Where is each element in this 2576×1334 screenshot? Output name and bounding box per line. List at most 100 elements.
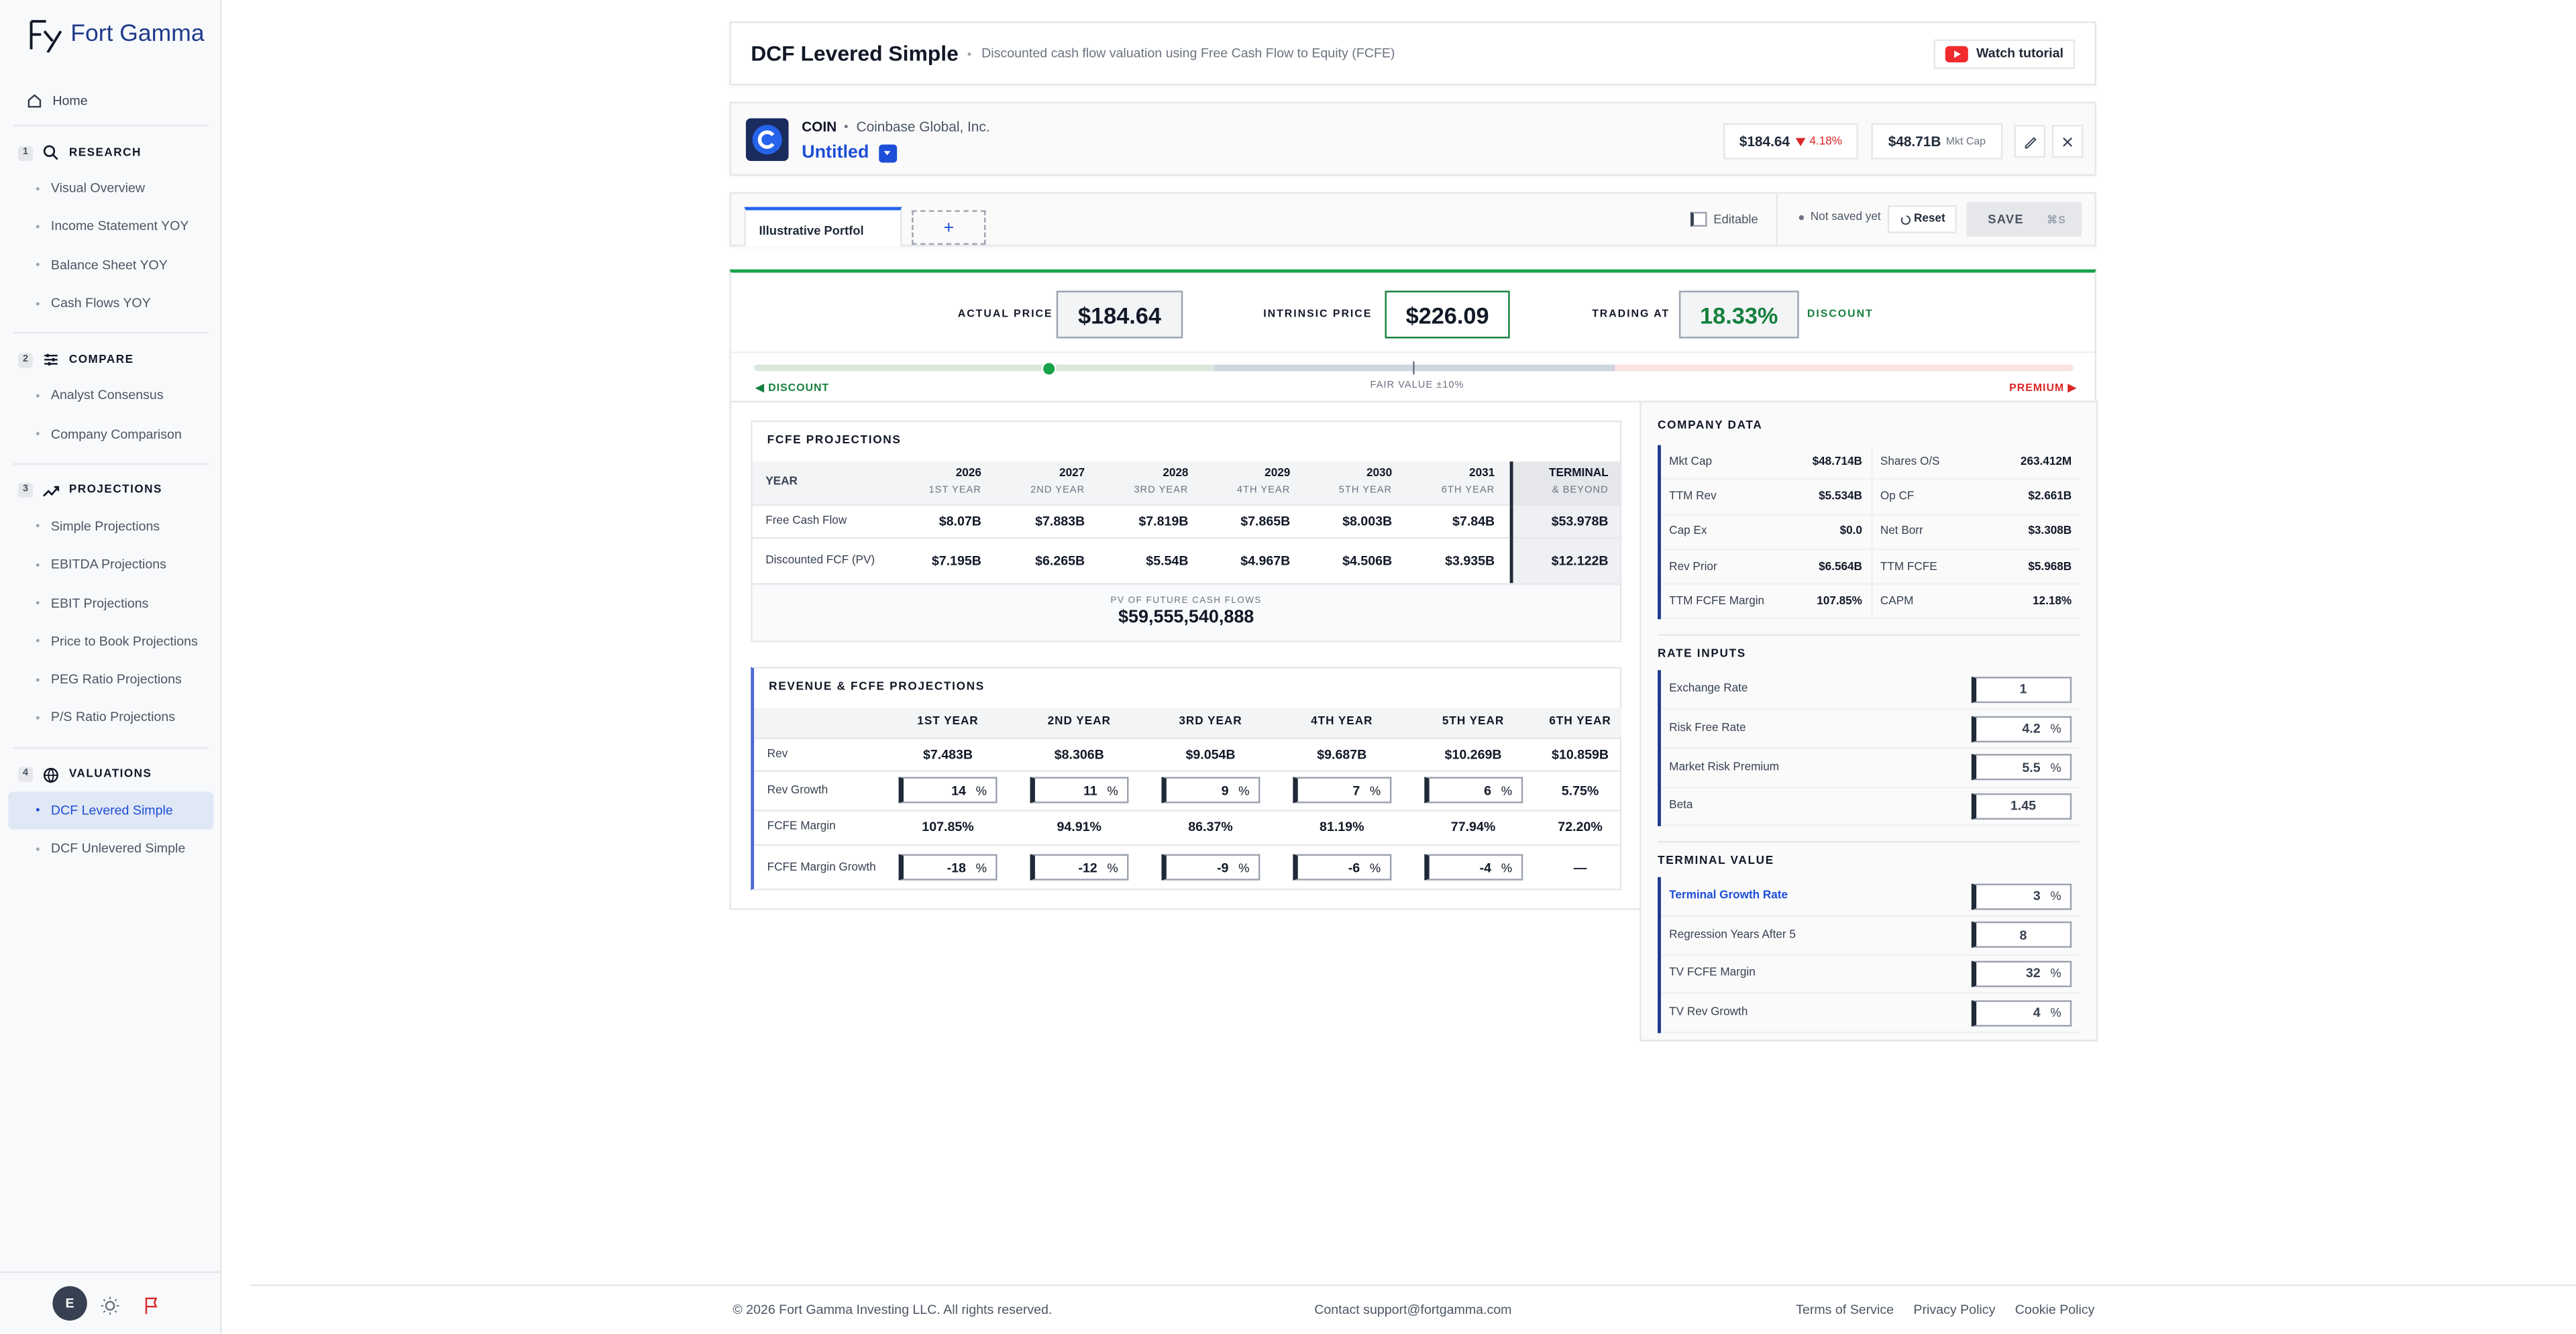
flag-button[interactable] xyxy=(142,1294,161,1324)
section-number: 3 xyxy=(17,483,33,498)
nav-label: DCF Levered Simple xyxy=(50,802,173,818)
nav-item[interactable]: Income Statement YOY xyxy=(8,207,213,245)
portfolio-tab[interactable]: Illustrative Portfol xyxy=(744,207,902,247)
data-value: $5.534B xyxy=(1819,491,1862,503)
price-box: $184.64 4.18% xyxy=(1723,123,1858,160)
nav-item[interactable]: P/S Ratio Projections xyxy=(8,698,213,736)
model-dropdown[interactable] xyxy=(879,144,898,162)
input-row: TV FCFE Margin 32% xyxy=(1660,955,2080,995)
number-input[interactable]: 5.5% xyxy=(1971,754,2072,781)
save-button[interactable]: SAVE ⌘S xyxy=(1966,202,2082,237)
add-tab[interactable]: + xyxy=(912,210,986,245)
nav-item[interactable]: Simple Projections xyxy=(8,507,213,545)
footer-link[interactable]: Cookie Policy xyxy=(2015,1302,2095,1318)
section-number: 1 xyxy=(17,145,33,160)
fcfe-table: YEAR 2026 1ST YEAR 2027 2ND YEAR 2028 3RD YEAR… xyxy=(752,461,1620,583)
tutorial-button[interactable]: Watch tutorial xyxy=(1933,38,2076,68)
number-input[interactable]: -6% xyxy=(1292,854,1391,881)
input-unit: % xyxy=(2050,760,2061,775)
row-label: Discounted FCF (PV) xyxy=(752,536,896,583)
year: 2026 xyxy=(955,467,981,480)
number-input[interactable]: 4.2% xyxy=(1971,715,2072,742)
number-input[interactable]: -12% xyxy=(1030,854,1129,881)
number-input[interactable]: 7% xyxy=(1292,777,1391,803)
input-row: TV Rev Growth 4% xyxy=(1660,994,2080,1034)
number-input[interactable]: 32% xyxy=(1971,960,2072,987)
model-select[interactable]: Untitled xyxy=(802,143,898,162)
nav-home[interactable]: Home xyxy=(8,85,213,115)
section-header: 3 PROJECTIONS xyxy=(0,474,222,507)
input-unit: % xyxy=(2050,966,2061,982)
nav-item[interactable]: EBITDA Projections xyxy=(8,545,213,583)
number-input[interactable]: 1.45 xyxy=(1971,793,2072,820)
edit-button[interactable] xyxy=(2014,125,2046,158)
icon xyxy=(43,767,59,783)
year-header: 2030 5TH YEAR xyxy=(1305,461,1407,504)
price-change: 4.18% xyxy=(1809,135,1843,148)
row-label: Free Cash Flow xyxy=(752,503,896,537)
input-label: Risk Free Rate xyxy=(1669,722,1746,734)
number-input[interactable]: 11% xyxy=(1030,777,1129,803)
editable-toggle[interactable]: Editable xyxy=(1690,211,1758,227)
toggle-box[interactable] xyxy=(1690,211,1707,227)
contact[interactable]: Contact support@fortgamma.com xyxy=(1314,1302,1512,1318)
nav-item[interactable]: EBIT Projections xyxy=(8,583,213,622)
section-number: 4 xyxy=(17,767,33,782)
number-input[interactable]: 14% xyxy=(898,777,998,803)
icon-svg xyxy=(2063,136,2072,146)
data-label: Shares O/S xyxy=(1880,455,1940,468)
reset-label: Reset xyxy=(1913,213,1945,225)
nav-item[interactable]: Analyst Consensus xyxy=(8,376,213,414)
nav-item[interactable]: DCF Unlevered Simple xyxy=(8,829,213,867)
footer-link[interactable]: Terms of Service xyxy=(1796,1302,1894,1318)
icon-svg xyxy=(752,125,782,155)
reset-button[interactable]: Reset xyxy=(1887,205,1957,233)
year-sub: 6TH YEAR xyxy=(1441,486,1495,496)
revenue-card: REVENUE & FCFE PROJECTIONS 1ST YEAR 2ND YE… xyxy=(751,667,1622,891)
mkt-cap-label: Mkt Cap xyxy=(1945,135,1986,148)
revenue-value: — xyxy=(1538,843,1622,891)
number-input[interactable]: -4% xyxy=(1424,854,1523,881)
section-title: PROJECTIONS xyxy=(68,485,162,497)
nav-item[interactable]: Company Comparison xyxy=(8,414,213,453)
input-value: -4 xyxy=(1479,860,1492,875)
nav-item[interactable]: Visual Overview xyxy=(8,169,213,207)
input-unit: % xyxy=(1369,860,1381,875)
nav-label: EBIT Projections xyxy=(50,595,149,610)
section-header: 1 RESEARCH xyxy=(0,136,222,169)
user-avatar[interactable]: E xyxy=(52,1286,87,1321)
number-input[interactable]: 8 xyxy=(1971,922,2072,948)
scale-premium-zone xyxy=(1615,364,2074,372)
theme-toggle[interactable] xyxy=(100,1294,119,1324)
data-item: Cap Ex $0.0 xyxy=(1660,515,1871,551)
bullet xyxy=(36,639,40,643)
icon xyxy=(1945,45,1968,62)
number-input[interactable]: 1 xyxy=(1971,676,2072,703)
icon-svg xyxy=(884,151,892,156)
nav-item[interactable]: Cash Flows YOY xyxy=(8,284,213,322)
nav-label: P/S Ratio Projections xyxy=(50,710,176,726)
input-row: Terminal Growth Rate 3% xyxy=(1660,877,2080,917)
year-header: 6TH YEAR xyxy=(1538,708,1622,738)
number-input[interactable]: -9% xyxy=(1161,854,1260,881)
revenue-value: $10.859B xyxy=(1538,736,1622,771)
number-input[interactable]: 6% xyxy=(1424,777,1523,803)
nav-list: Home 1 RESEARCH Visual Overview Income State… xyxy=(0,85,222,867)
year-sub: 5TH YEAR xyxy=(1338,486,1393,496)
nav-item[interactable]: Price to Book Projections xyxy=(8,622,213,660)
close-button[interactable] xyxy=(2051,125,2084,158)
nav-item[interactable]: DCF Levered Simple xyxy=(8,791,214,830)
number-input[interactable]: -18% xyxy=(898,854,998,881)
data-value: 263.412M xyxy=(2020,455,2072,468)
nav-item[interactable]: Balance Sheet YOY xyxy=(8,245,213,284)
footer-link[interactable]: Privacy Policy xyxy=(1913,1302,1996,1318)
data-value: 12.18% xyxy=(2033,596,2072,608)
brand-name: Fort Gamma xyxy=(70,21,205,48)
input-group: Terminal Growth Rate 3% Regression Years A… xyxy=(1658,877,2080,1034)
number-input[interactable]: 9% xyxy=(1161,777,1260,803)
nav-item[interactable]: PEG Ratio Projections xyxy=(8,660,213,698)
number-input[interactable]: 4% xyxy=(1971,999,2072,1026)
number-input[interactable]: 3% xyxy=(1971,883,2072,909)
row-label: FCFE Margin xyxy=(754,809,883,844)
save-status: Not saved yet xyxy=(1799,212,1881,223)
